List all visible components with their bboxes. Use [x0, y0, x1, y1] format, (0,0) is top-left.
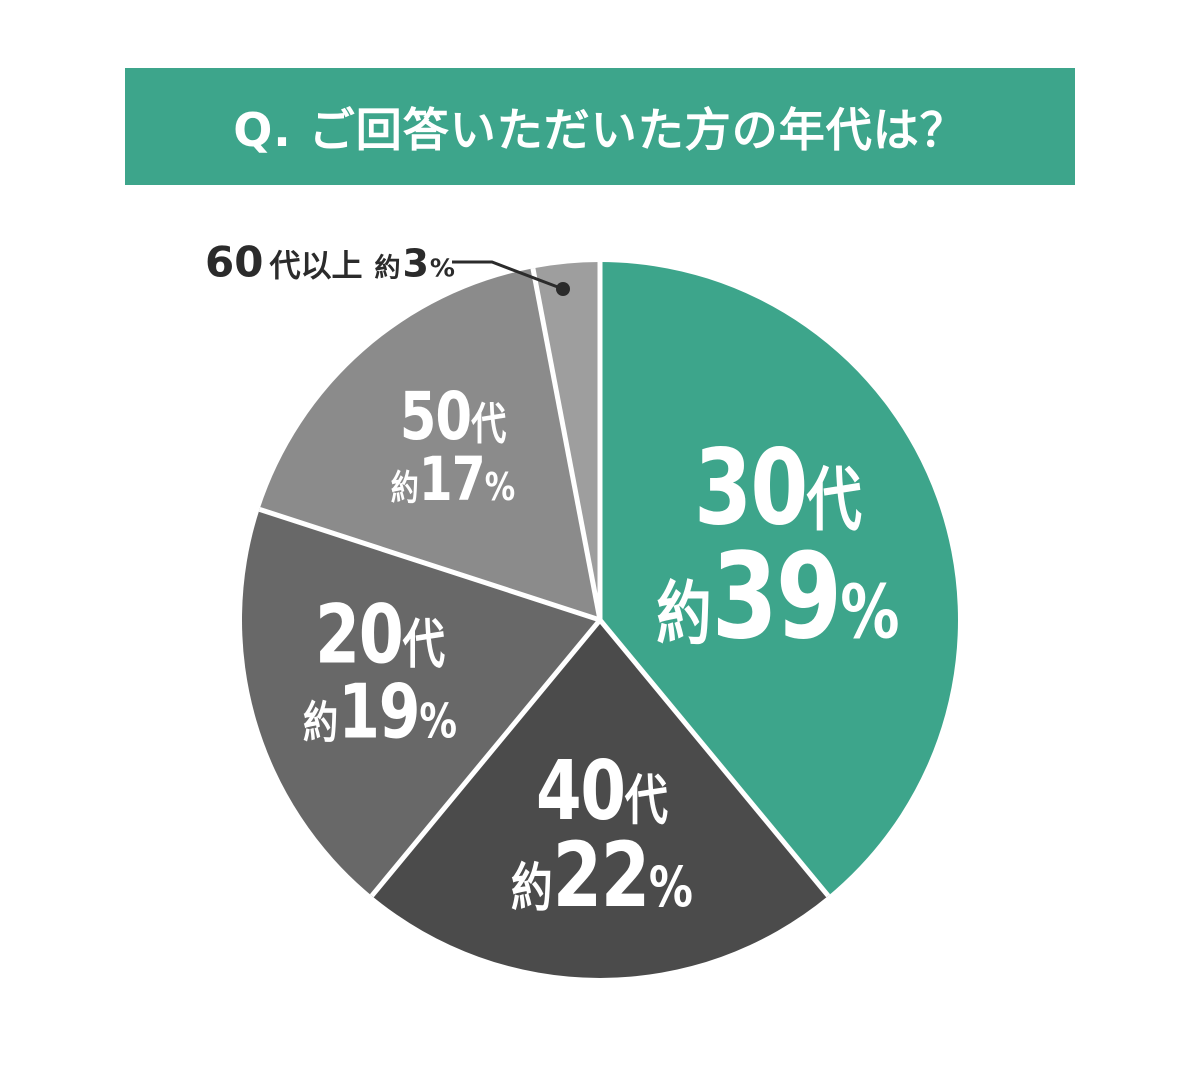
slice-label-30s-unit: % [840, 569, 900, 656]
slice-label-20s: 20代 約19% [284, 595, 476, 750]
slice-label-40s-approx: 約 [511, 859, 553, 920]
slice-label-30s-value: 39 [711, 528, 843, 667]
slice-label-30s-category-suffix: 代 [806, 460, 862, 541]
slice-label-40s-unit: % [648, 855, 693, 920]
slice-label-40s-value: 22 [552, 823, 651, 928]
slice-label-60s-plus-category-num: 60 [205, 237, 264, 287]
slice-label-20s-category-suffix: 代 [402, 614, 445, 676]
slice-label-20s-unit: % [419, 694, 457, 750]
slice-divider-4 [530, 267, 603, 621]
slice-label-40s: 40代 約22% [488, 751, 715, 920]
question-title: Q. ご回答いただいた方の年代は？ [233, 102, 967, 157]
pie-slice-50s [259, 268, 600, 620]
callout-line-60s-plus [452, 260, 564, 291]
pie-slice-30s [600, 262, 958, 896]
slice-label-40s-category-suffix: 代 [624, 769, 668, 833]
slice-label-30s-category-num: 30 [694, 426, 808, 549]
slice-label-30s: 30代 約39% [626, 436, 930, 657]
slice-label-50s-unit: % [484, 464, 516, 509]
slice-label-30s-approx: 約 [656, 574, 712, 655]
pie-slice-20s [241, 509, 600, 896]
slice-label-50s-category-suffix: 代 [471, 398, 507, 450]
slice-label-20s-category-num: 20 [315, 588, 404, 683]
pie-slice-40s [371, 620, 829, 978]
callout-dot-60s-plus [556, 282, 570, 296]
slice-label-60s-plus-category-suffix: 代以上 [269, 248, 363, 285]
slice-label-20s-approx: 約 [303, 697, 339, 749]
slice-label-50s-value: 17 [418, 443, 486, 515]
slice-label-40s-category-num: 40 [536, 744, 626, 840]
slice-divider-3 [258, 506, 601, 623]
slice-label-50s-category-num: 50 [399, 377, 472, 455]
slice-label-50s: 50代 約17% [375, 383, 531, 509]
slice-label-50s-approx: 約 [390, 468, 419, 509]
question-banner: Q. ご回答いただいた方の年代は？ [125, 68, 1075, 185]
slice-label-60s-plus-approx: 約 [374, 253, 401, 284]
slice-label-60s-plus: 60 代以上約 3% [205, 238, 455, 287]
slice-label-20s-value: 19 [338, 667, 420, 756]
slice-divider-2 [369, 618, 602, 898]
slice-label-60s-plus-value: 3 [402, 241, 429, 286]
slice-divider-1 [598, 618, 831, 898]
slice-label-60s-plus-unit: % [429, 253, 455, 283]
